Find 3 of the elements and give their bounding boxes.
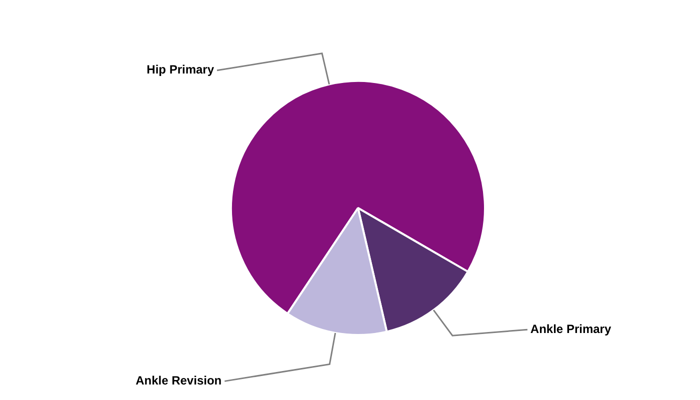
slice-label: Hip Primary bbox=[146, 62, 214, 77]
slice-label: Ankle Revision bbox=[136, 374, 222, 388]
slice-label: Ankle Primary bbox=[530, 322, 612, 336]
